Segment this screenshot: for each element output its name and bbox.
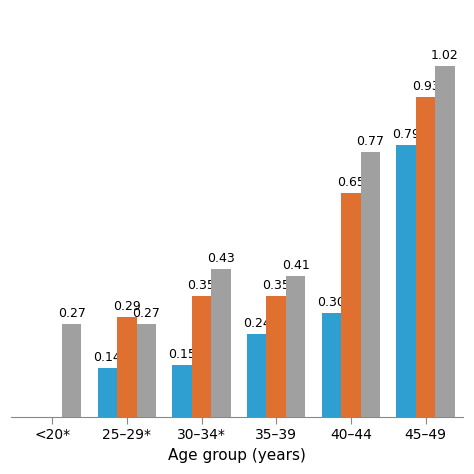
Text: 0.35: 0.35 xyxy=(188,279,216,292)
Bar xyxy=(173,365,192,417)
Bar xyxy=(211,269,231,417)
Text: 0.77: 0.77 xyxy=(356,135,384,148)
Text: 0.93: 0.93 xyxy=(412,80,439,93)
Bar xyxy=(341,193,361,417)
Bar xyxy=(435,66,455,417)
X-axis label: Age group (years): Age group (years) xyxy=(168,448,306,463)
Bar xyxy=(137,324,156,417)
Text: 0.35: 0.35 xyxy=(262,279,290,292)
Bar xyxy=(322,313,341,417)
Text: 0.27: 0.27 xyxy=(58,307,85,319)
Text: 0.14: 0.14 xyxy=(93,351,121,365)
Text: 0.41: 0.41 xyxy=(282,258,310,272)
Bar xyxy=(192,296,211,417)
Text: 0.30: 0.30 xyxy=(318,296,346,310)
Bar xyxy=(98,368,117,417)
Bar xyxy=(416,97,435,417)
Bar xyxy=(247,334,266,417)
Text: 0.24: 0.24 xyxy=(243,317,271,330)
Text: 0.79: 0.79 xyxy=(392,128,420,141)
Text: 0.65: 0.65 xyxy=(337,176,365,189)
Text: 1.02: 1.02 xyxy=(431,49,459,62)
Text: 0.43: 0.43 xyxy=(207,252,235,264)
Bar xyxy=(361,152,380,417)
Bar xyxy=(266,296,286,417)
Bar xyxy=(286,276,305,417)
Text: 0.15: 0.15 xyxy=(168,348,196,361)
Text: 0.27: 0.27 xyxy=(132,307,160,319)
Text: 0.29: 0.29 xyxy=(113,300,141,313)
Bar xyxy=(396,145,416,417)
Bar xyxy=(117,317,137,417)
Bar xyxy=(62,324,82,417)
